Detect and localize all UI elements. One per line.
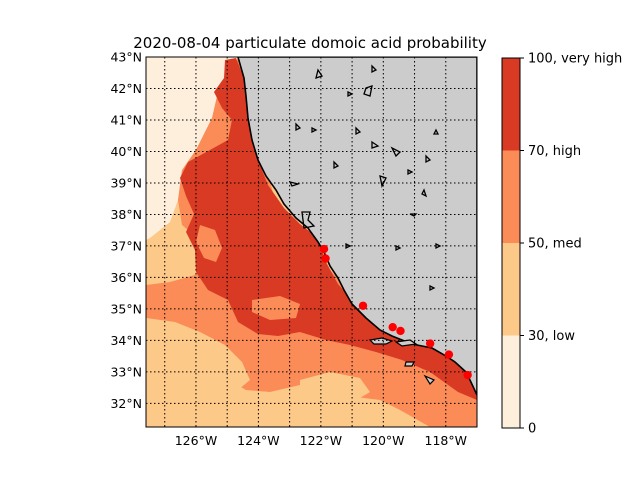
latitude-tick-label: 37°N <box>110 238 142 253</box>
longitude-tick-label: 122°W <box>300 433 342 448</box>
sampling-station-marker <box>358 301 368 310</box>
colorbar-label: 50, med <box>528 237 582 252</box>
colorbar-label: 70, high <box>528 144 581 159</box>
sampling-station-marker <box>319 244 329 254</box>
latitude-axis: 32°N 33°N 34°N 35°N 36°N 37°N 38°N 39°N 40°N 41°N… <box>110 50 142 411</box>
island <box>423 374 436 385</box>
colorbar-label: 0 <box>528 422 536 437</box>
sampling-station-marker <box>396 326 405 336</box>
land-area <box>237 57 477 396</box>
latitude-tick-label: 42°N <box>110 81 142 96</box>
sampling-station-marker <box>444 350 454 359</box>
island <box>404 361 415 367</box>
longitude-tick-label: 120°W <box>362 433 404 448</box>
longitude-axis: 126°W 124°W 122°W 120°W 118°W <box>175 433 467 448</box>
latitude-tick-label: 40°N <box>110 144 142 159</box>
longitude-tick-label: 124°W <box>237 433 279 448</box>
latitude-tick-label: 35°N <box>110 301 142 316</box>
latitude-tick-label: 34°N <box>110 333 142 348</box>
latitude-tick-label: 43°N <box>110 50 142 65</box>
latitude-tick-label: 38°N <box>110 207 142 222</box>
sampling-station-marker <box>388 322 397 332</box>
sampling-station-marker <box>463 370 472 380</box>
ocean-high-patch <box>252 296 300 320</box>
latitude-tick-label: 33°N <box>110 364 142 379</box>
sampling-station-marker <box>425 339 435 348</box>
latitude-tick-label: 36°N <box>110 270 142 285</box>
sampling-station-marker <box>321 254 330 263</box>
colorbar-med <box>502 243 520 336</box>
ocean-low-region <box>146 57 238 240</box>
colorbar-very-high <box>502 58 520 151</box>
map-title: 2020-08-04 particulate domoic acid proba… <box>133 34 487 52</box>
ocean-med-patch <box>146 318 250 400</box>
colorbar-low <box>502 335 520 428</box>
ocean-high-patch <box>196 225 222 262</box>
colorbar-label: 30, low <box>528 329 575 344</box>
longitude-tick-label: 118°W <box>425 433 467 448</box>
colorbar: 100, very high 70, high 50, med 30, low 0 <box>501 52 622 437</box>
latitude-tick-label: 41°N <box>110 112 142 127</box>
latitude-tick-label: 32°N <box>110 396 142 411</box>
colorbar-label: 100, very high <box>528 52 622 67</box>
longitude-tick-label: 126°W <box>175 433 217 448</box>
island <box>394 339 418 347</box>
station-markers <box>319 244 472 380</box>
colorbar-high <box>502 150 520 243</box>
island <box>368 337 394 345</box>
map-area <box>146 57 477 427</box>
latitude-tick-label: 39°N <box>110 175 142 190</box>
map-frame <box>145 56 478 428</box>
